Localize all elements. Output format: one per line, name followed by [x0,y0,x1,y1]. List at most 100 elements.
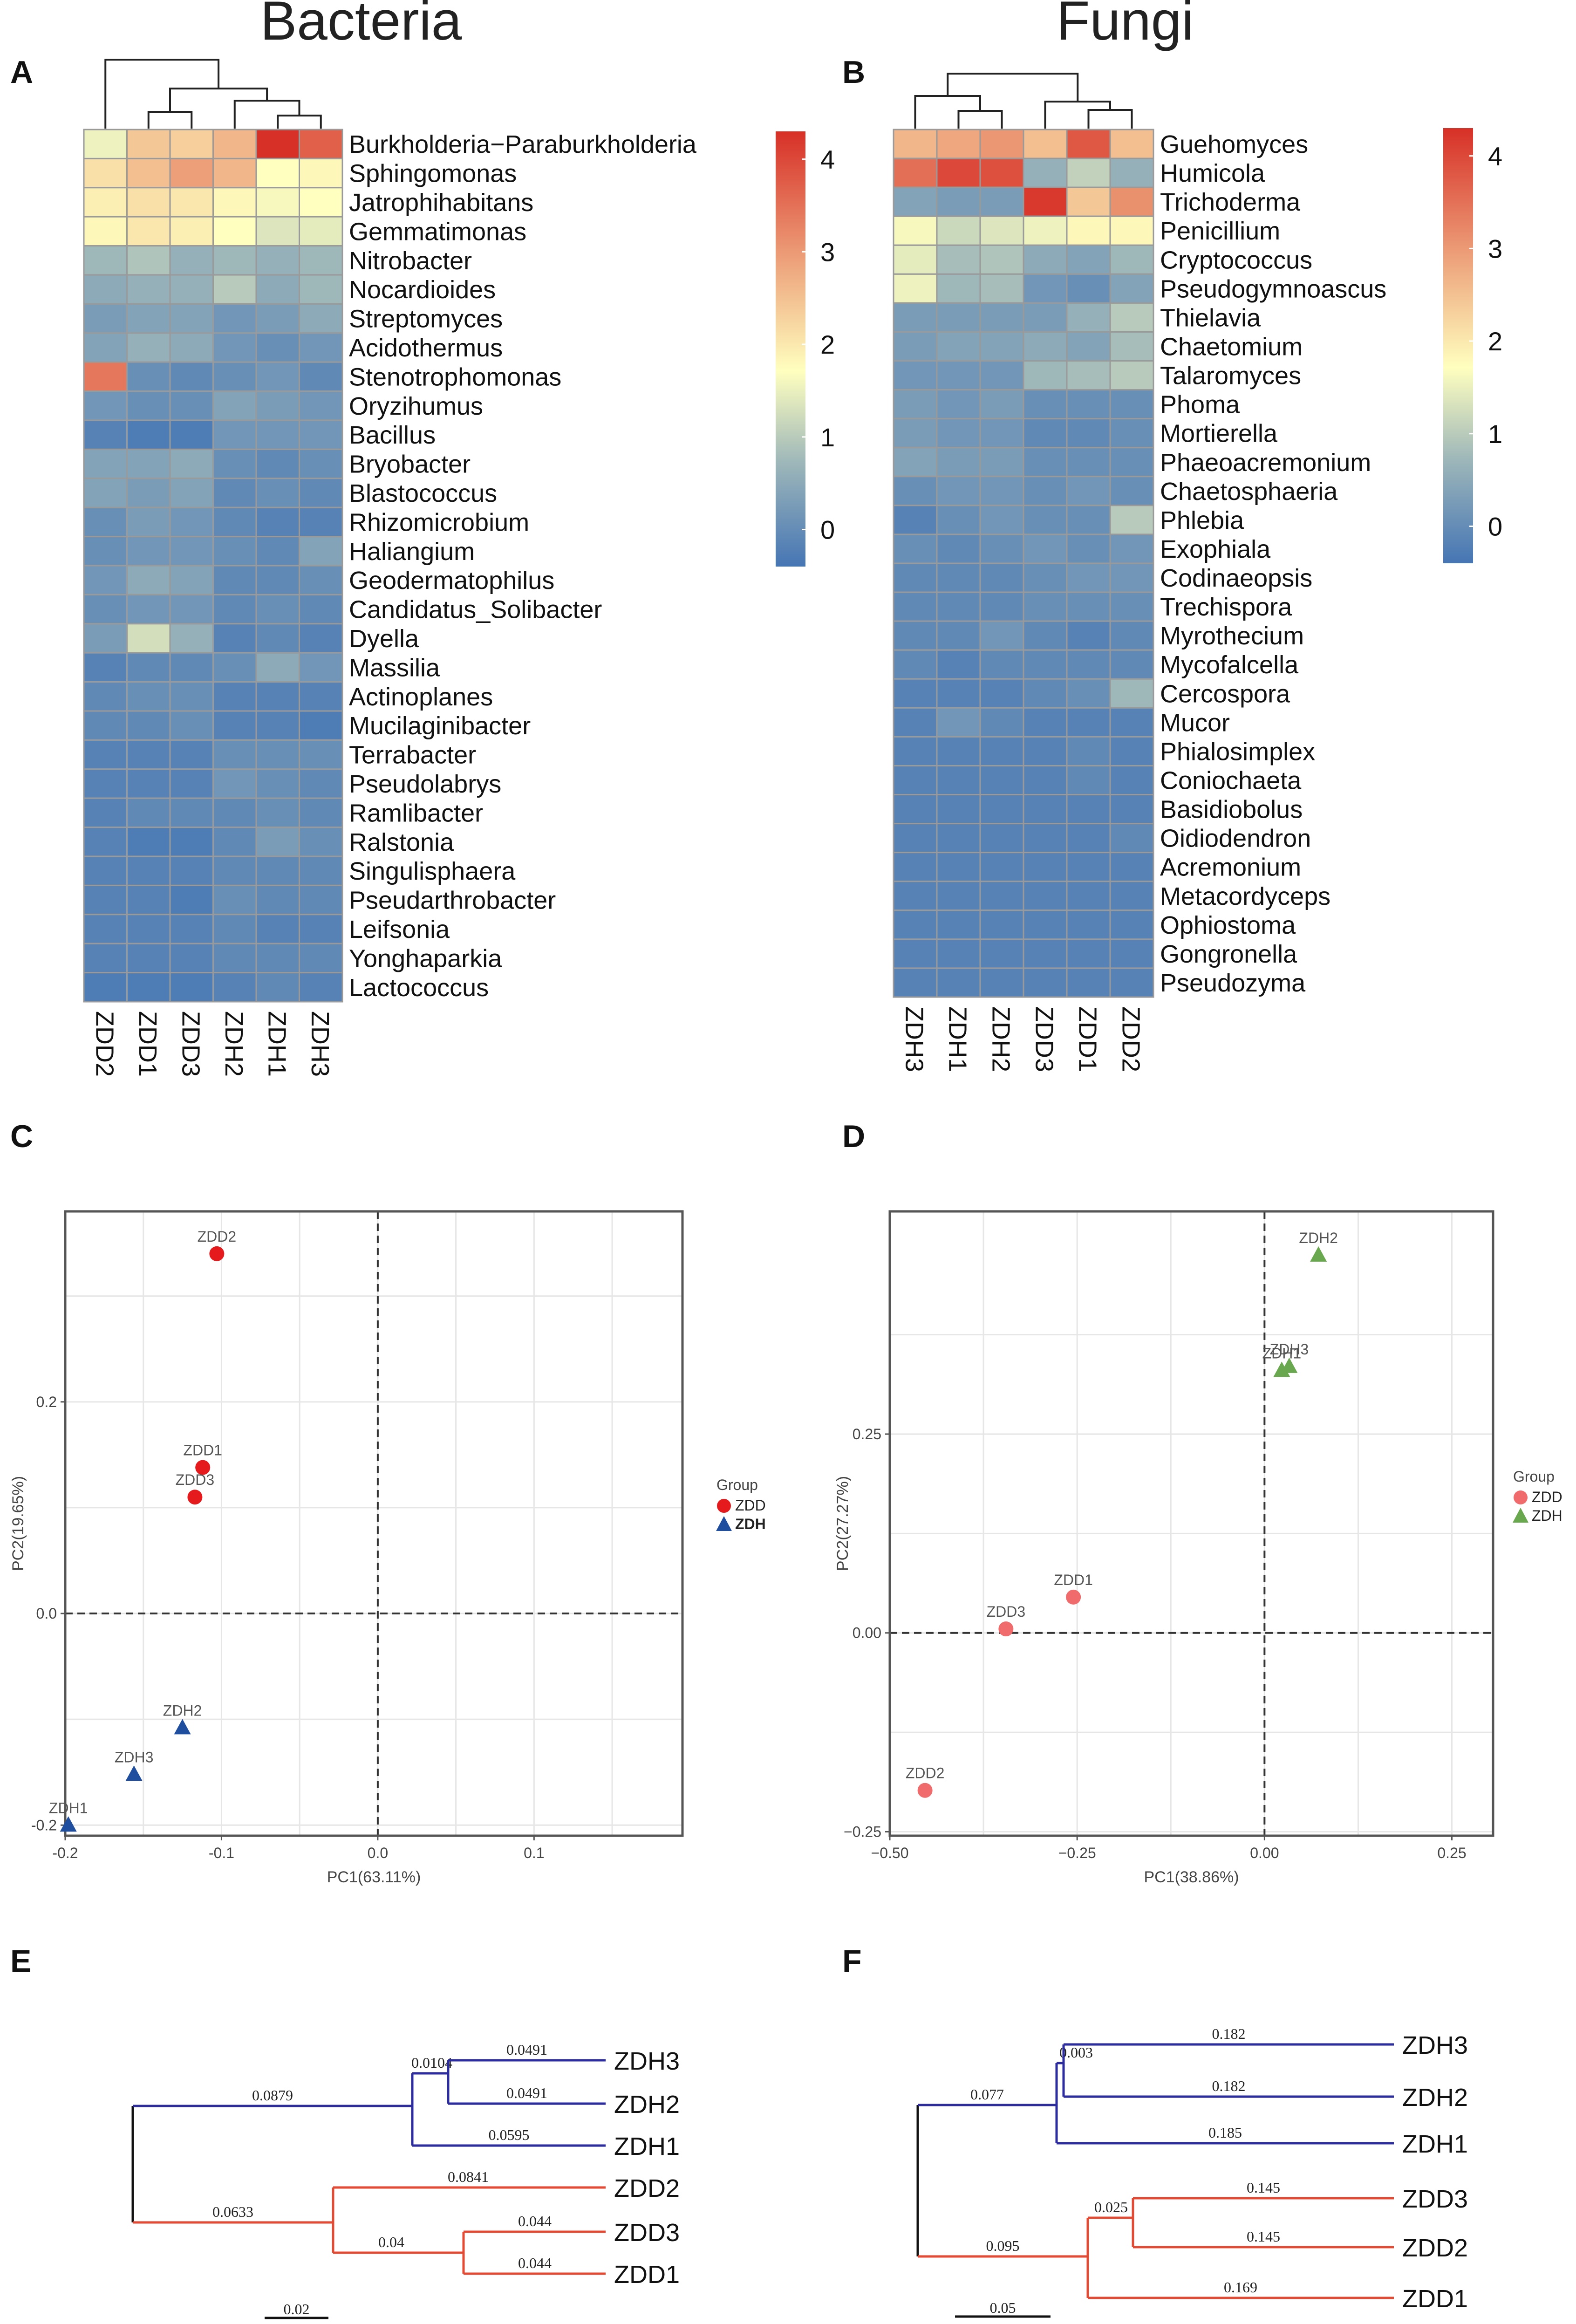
heat-cell-massilia-zdd1 [126,652,171,683]
heat-cell-exophiala-zdd3 [1023,533,1068,564]
heat-cell-exophiala-zdh1 [936,533,981,564]
heat-cell-burkholderia-paraburkholderia-zdh1 [255,129,300,159]
color-scale-label: 0 [820,515,835,545]
legend-label-zdd: ZDD [735,1497,766,1514]
heat-cell-basidiobolus-zdh2 [979,794,1024,825]
heat-cell-phaeoacremonium-zdd1 [1066,447,1111,478]
heat-cell-pseudarthrobacter-zdh2 [212,884,257,916]
y-tick-label: 0.25 [853,1426,881,1442]
heat-cell-ralstonia-zdh1 [255,827,300,857]
color-scale-label: 3 [1488,234,1502,263]
point-label-zdd2: ZDD2 [198,1228,237,1245]
heat-cell-phaeoacremonium-zdh1 [936,447,981,478]
heat-cell-burkholderia-paraburkholderia-zdh3 [299,129,343,159]
heat-cell-ophiostoma-zdh1 [936,909,981,940]
x-tick-label: −0.25 [1058,1845,1096,1861]
y-tick-label: −0.25 [844,1823,881,1840]
y-axis-title: PC2(19.65%) [9,1476,27,1571]
branch-length-label: 0.185 [1208,2124,1242,2141]
heat-cell-phialosimplex-zdd3 [1023,736,1068,766]
heat-cell-phialosimplex-zdh2 [979,736,1024,766]
heat-cell-ramlibacter-zdd1 [126,797,171,828]
heat-cell-trichoderma-zdh2 [979,186,1024,217]
heat-cell-ralstonia-zdh3 [299,827,343,857]
heat-cell-mucilaginibacter-zdh3 [299,710,343,741]
color-scale-label: 4 [1488,142,1502,171]
heat-cell-coniochaeta-zdh3 [893,765,938,796]
legend-swatch-zdh [1513,1508,1528,1523]
row-label-phaeoacremonium: Phaeoacremonium [1160,449,1371,477]
heat-cell-codinaeopsis-zdd1 [1066,562,1111,593]
row-label-talaromyces: Talaromyces [1160,362,1301,390]
heat-cell-humicola-zdh2 [979,157,1024,188]
heat-cell-burkholderia-paraburkholderia-zdd1 [126,129,171,159]
row-label-blastococcus: Blastococcus [349,479,497,507]
y-tick-label: -0.2 [31,1817,57,1833]
row-label-yonghaparkia: Yonghaparkia [349,944,502,972]
heat-cell-acremonium-zdh2 [979,852,1024,882]
heat-cell-terrabacter-zdh2 [212,739,257,770]
heat-cell-ophiostoma-zdh2 [979,909,1024,940]
y-tick-label: 0.2 [36,1394,57,1410]
heat-cell-penicillium-zdd2 [1109,215,1154,246]
heat-cell-candidatus-solibacter-zdd2 [83,594,128,625]
heat-cell-trechispora-zdd3 [1023,591,1068,622]
heat-cell-cryptococcus-zdh2 [979,244,1024,275]
heat-cell-pseudozyma-zdh3 [893,967,938,998]
heat-cell-stenotrophomonas-zdh1 [255,361,300,392]
row-label-chaetosphaeria: Chaetosphaeria [1160,478,1338,506]
heat-cell-mucilaginibacter-zdd2 [83,710,128,741]
heat-cell-pseudolabrys-zdh3 [299,768,343,799]
heat-cell-chaetosphaeria-zdd2 [1109,476,1154,506]
heat-cell-trechispora-zdh3 [893,591,938,622]
heat-cell-guehomyces-zdh1 [936,129,981,159]
heat-cell-cercospora-zdd2 [1109,678,1154,709]
heat-cell-mucilaginibacter-zdd3 [169,710,214,741]
point-zdd1 [1066,1589,1081,1605]
heat-cell-leifsonia-zdd2 [83,914,128,944]
column-label-zdd1: ZDD1 [1074,1006,1102,1072]
heat-cell-leifsonia-zdd1 [126,914,171,944]
heat-cell-pseudolabrys-zdh2 [212,768,257,799]
heat-cell-geodermatophilus-zdd1 [126,565,171,595]
y-axis-title: PC2(27.27%) [834,1476,852,1571]
color-scale-label: 3 [820,237,835,267]
heat-cell-mycofalcella-zdh1 [936,649,981,680]
heat-cell-chaetosphaeria-zdh2 [979,476,1024,506]
row-label-codinaeopsis: Codinaeopsis [1160,564,1312,592]
heat-cell-acidothermus-zdd3 [169,332,214,363]
heat-cell-mortierella-zdd1 [1066,418,1111,449]
heat-cell-ophiostoma-zdh3 [893,909,938,940]
heat-cell-streptomyces-zdd2 [83,303,128,334]
x-axis-title: PC1(63.11%) [327,1868,421,1886]
heat-cell-mucor-zdh3 [893,707,938,738]
row-label-gemmatimonas: Gemmatimonas [349,218,526,246]
heat-cell-chaetomium-zdd3 [1023,331,1068,362]
heat-cell-cryptococcus-zdd2 [1109,244,1154,275]
heat-cell-talaromyces-zdd3 [1023,360,1068,391]
heat-cell-metacordyceps-zdd3 [1023,881,1068,911]
heat-cell-dyella-zdh1 [255,623,300,654]
heat-cell-gongronella-zdh2 [979,938,1024,969]
heat-cell-oryzihumus-zdh1 [255,390,300,421]
heat-cell-chaetosphaeria-zdh3 [893,476,938,506]
legend-title: Group [716,1476,758,1493]
heat-cell-streptomyces-zdh2 [212,303,257,334]
heat-cell-pseudarthrobacter-zdd3 [169,884,214,916]
heat-cell-nocardioides-zdd2 [83,274,128,305]
row-label-phialosimplex: Phialosimplex [1160,738,1315,766]
heat-cell-chaetomium-zdh3 [893,331,938,362]
heat-cell-nitrobacter-zdd2 [83,245,128,276]
heat-cell-basidiobolus-zdd3 [1023,794,1068,825]
heat-cell-mucor-zdd2 [1109,707,1154,738]
panel-label-a: A [10,55,33,90]
heat-cell-oryzihumus-zdh2 [212,390,257,421]
heat-cell-acremonium-zdd1 [1066,852,1111,882]
heat-cell-ramlibacter-zdh1 [255,797,300,828]
heat-cell-dyella-zdh2 [212,623,257,654]
heat-cell-ramlibacter-zdd2 [83,797,128,828]
heat-cell-basidiobolus-zdh3 [893,794,938,825]
heat-cell-blastococcus-zdd1 [126,478,171,508]
heat-cell-acremonium-zdh1 [936,852,981,882]
heat-cell-lactococcus-zdd3 [169,972,214,1003]
